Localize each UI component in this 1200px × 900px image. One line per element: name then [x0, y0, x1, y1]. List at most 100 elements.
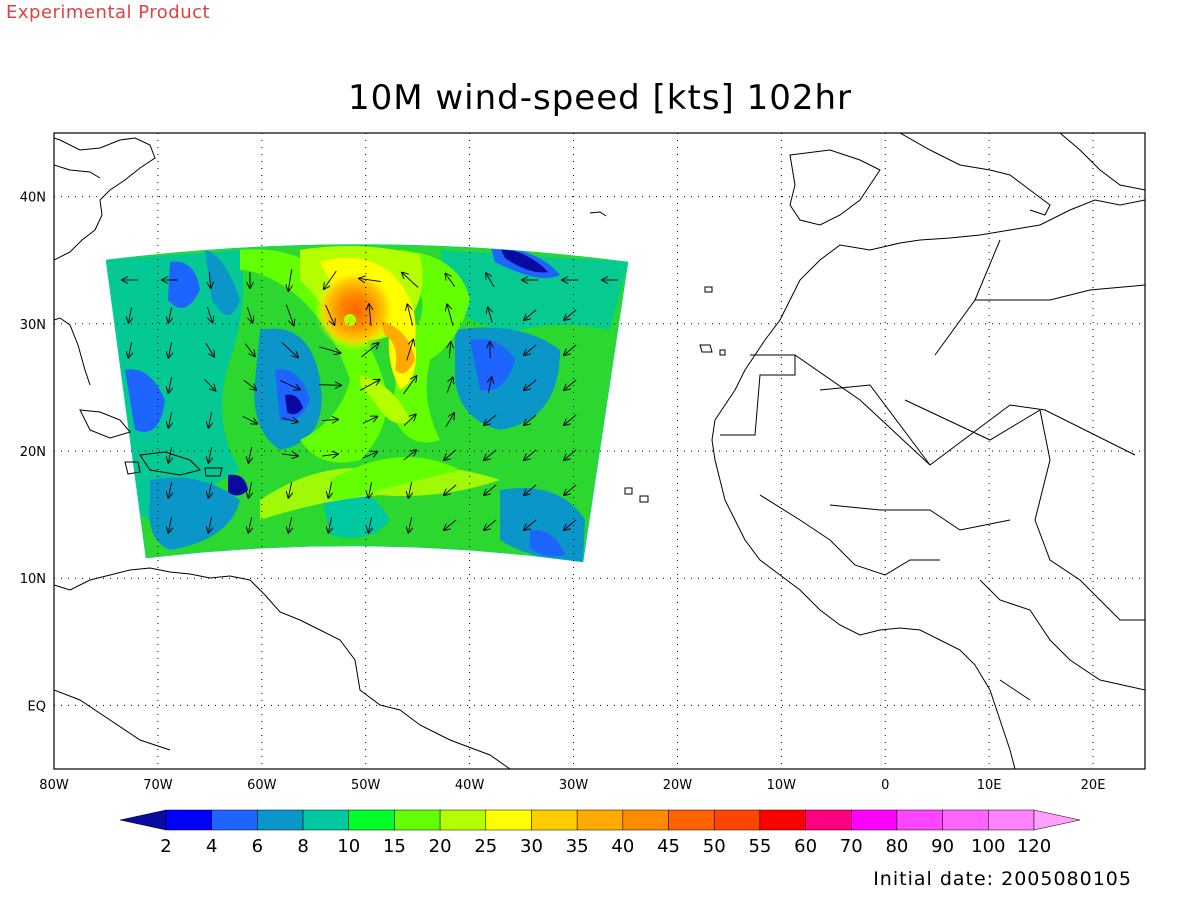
longitude-tick-label: 70W [143, 778, 173, 793]
wind-arrow [248, 517, 251, 533]
wind-arrow [362, 417, 377, 424]
colorbar-swatch [531, 809, 578, 831]
wind-arrow [208, 412, 211, 428]
colorbar-swatch [622, 809, 669, 831]
wind-arrow [359, 278, 381, 281]
wind-arrow [524, 414, 537, 425]
wind-arrow [168, 342, 171, 358]
colorbar-label: 2 [160, 836, 171, 857]
latitude-tick-label: 10N [20, 572, 46, 587]
latitude-tick-label: 30N [20, 318, 46, 333]
wind-arrow [403, 450, 417, 461]
wind-arrow [403, 376, 417, 395]
wind-arrow [564, 484, 577, 495]
wind-arrow [168, 447, 171, 463]
wind-arrow [168, 517, 171, 533]
wind-arrow [362, 452, 378, 459]
longitude-tick-labels: 80W 70W 60W 50W 40W 30W 20W 10W 0 10E 20E [39, 778, 1105, 793]
wind-arrow [444, 519, 457, 530]
colorbar-label: 100 [971, 836, 1005, 857]
colorbar-label: 20 [429, 836, 452, 857]
longitude-tick-label: 40W [455, 778, 485, 793]
map-title: 10M wind-speed [kts] 102hr [347, 78, 853, 118]
wind-arrow [564, 519, 577, 530]
wind-arrow [208, 447, 211, 463]
wind-arrow [403, 414, 415, 426]
colorbar-label: 8 [297, 836, 308, 857]
latitude-tick-label: EQ [28, 699, 46, 714]
wind-arrow [445, 413, 454, 428]
colorbar-swatch [851, 809, 898, 831]
wind-arrow [282, 418, 298, 422]
wind-arrow [486, 273, 495, 288]
colorbar-swatch [394, 809, 441, 831]
colorbar-label: 80 [885, 836, 908, 857]
colorbar-label: 30 [520, 836, 543, 857]
wind-arrow [168, 377, 171, 393]
colorbar-swatch [896, 809, 943, 831]
wind-arrow [242, 415, 257, 423]
wind-arrow [407, 304, 414, 326]
wind-arrow [446, 377, 453, 393]
latitude-tick-labels: 40N 30N 20N 10N EQ [20, 191, 46, 715]
colorbar-label: 45 [657, 836, 680, 857]
wind-arrow [168, 482, 171, 498]
wind-arrow [444, 484, 457, 495]
wind-arrow [524, 309, 537, 320]
colorbar [119, 809, 1081, 831]
wind-arrow [288, 517, 291, 533]
colorbar-swatch [485, 809, 532, 831]
wind-arrow [484, 414, 497, 425]
colorbar-label: 55 [748, 836, 771, 857]
wind-arrow [524, 344, 537, 355]
wind-arrow [279, 380, 300, 389]
wind-arrow [360, 380, 379, 391]
longitude-tick-label: 0 [881, 778, 889, 793]
map-frame [53, 132, 1146, 770]
wind-arrow [484, 519, 497, 530]
wind-arrow [243, 379, 257, 390]
wind-arrow [408, 482, 411, 498]
colorbar-swatch [211, 809, 258, 831]
colorbar-swatch [348, 809, 395, 831]
wind-arrow [402, 273, 419, 288]
wind-arrow [445, 274, 456, 287]
wind-arrow [318, 385, 341, 386]
wind-arrow [248, 482, 251, 498]
wind-arrow [484, 449, 497, 460]
wind-arrow [285, 304, 293, 326]
longitude-tick-label: 80W [39, 778, 69, 793]
latitude-tick-label: 20N [20, 445, 46, 460]
wind-arrow [322, 454, 338, 456]
colorbar-label: 40 [611, 836, 634, 857]
wind-arrow [204, 378, 215, 391]
wind-arrow [484, 484, 497, 495]
colorbar-label: 60 [794, 836, 817, 857]
wind-arrow [208, 482, 211, 498]
wind-arrow [488, 377, 491, 393]
colorbar-swatch [668, 809, 715, 831]
wind-arrow [328, 517, 331, 533]
wind-arrow [209, 271, 210, 288]
wind-arrow [369, 304, 371, 326]
wind-arrow [168, 412, 171, 428]
longitude-tick-label: 10E [977, 778, 1002, 793]
wind-arrow [325, 304, 335, 325]
colorbar-swatch [576, 809, 624, 831]
colorbar-swatch [759, 809, 806, 831]
colorbar-label: 6 [252, 836, 263, 857]
wind-arrow [488, 307, 492, 323]
longitude-tick-label: 20E [1081, 778, 1106, 793]
wind-arrow [205, 342, 214, 357]
wind-vectors [122, 269, 618, 533]
colorbar-labels: 2 4 6 8 10 15 20 25 30 35 40 45 50 55 60 70 80 90 100 120 [160, 836, 1051, 857]
wind-arrow [319, 346, 340, 353]
wind-arrow [444, 449, 457, 460]
wind-arrow [246, 307, 252, 322]
colorbar-label: 25 [474, 836, 497, 857]
wind-arrow [564, 379, 577, 390]
wind-arrow [328, 482, 331, 498]
longitude-tick-label: 20W [663, 778, 693, 793]
colorbar-min-arrow [119, 809, 167, 831]
latitude-tick-label: 40N [20, 191, 46, 206]
